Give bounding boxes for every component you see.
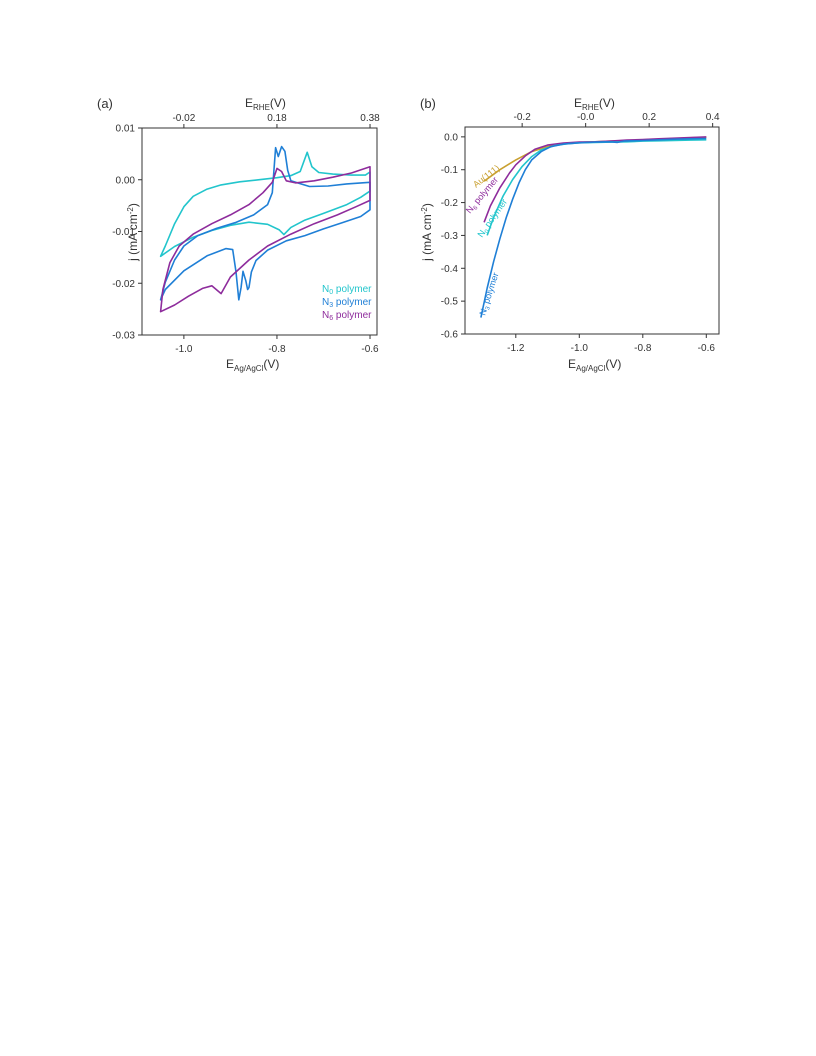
y-tick-label: -0.1 <box>441 165 459 176</box>
panel-a-y-axis-title: j (mA cm-2) <box>126 203 140 262</box>
y-tick-label: -0.3 <box>441 231 459 242</box>
x-tick-label: -0.6 <box>361 344 379 355</box>
panel-b-y-axis-title: j (mA cm-2) <box>420 203 434 262</box>
y-tick-label: -0.6 <box>441 330 459 341</box>
series-n0-polymer <box>159 151 371 258</box>
panel-b-curves <box>480 136 707 318</box>
y-tick-label: -0.2 <box>441 198 459 209</box>
legend-entry-n6-polymer: N6 polymer <box>322 310 372 322</box>
panel-b-bottom-axis: -1.2 -1.0 -0.8 -0.6 <box>507 334 715 354</box>
series-n3-polymer <box>159 145 371 301</box>
y-tick-label: -0.4 <box>441 264 459 275</box>
y-tick-label: -0.02 <box>112 279 135 290</box>
panel-a-label: (a) <box>97 96 113 111</box>
panel-b-label: (b) <box>420 96 436 111</box>
y-tick-label: 0.00 <box>116 175 136 186</box>
x-tick-label: -0.8 <box>268 344 286 355</box>
panel-b-left-axis: 0.0 -0.1 -0.2 -0.3 -0.4 -0.5 -0.6 <box>441 132 465 341</box>
panel-a-bottom-axis: -1.0 -0.8 -0.6 <box>175 335 379 355</box>
x-tick-label: -0.6 <box>698 343 716 354</box>
x-tick-label: -1.0 <box>571 343 589 354</box>
x2-tick-label: 0.4 <box>706 112 720 123</box>
x2-tick-label: 0.2 <box>642 112 656 123</box>
panel-a-legend: N0 polymer N3 polymer N6 polymer <box>322 284 372 322</box>
y-tick-label: -0.03 <box>112 331 135 342</box>
x-tick-label: -1.2 <box>507 343 525 354</box>
panel-a-top-axis: -0.02 0.18 0.38 <box>172 113 380 128</box>
x2-tick-label: -0.2 <box>514 112 532 123</box>
y-tick-label: -0.5 <box>441 297 459 308</box>
legend-entry-n3-polymer: N3 polymer <box>322 297 372 309</box>
legend-entry-n0-polymer: N0 polymer <box>322 284 372 296</box>
x-tick-label: -1.0 <box>175 344 193 355</box>
series-n3-polymer <box>480 137 707 318</box>
panel-b-x-axis-title: EAg/AgCl(V) <box>568 357 621 373</box>
y-tick-label: 0.0 <box>444 132 458 143</box>
x2-tick-label: 0.18 <box>267 113 287 124</box>
y-tick-label: -0.01 <box>112 227 135 238</box>
series-n6-polymer <box>159 166 371 313</box>
panel-b-top-axis-title: ERHE(V) <box>574 96 615 112</box>
x-tick-label: -0.8 <box>634 343 652 354</box>
x2-tick-label: -0.02 <box>172 113 195 124</box>
panel-b-top-axis: -0.2 -0.0 0.2 0.4 <box>514 112 720 127</box>
panel-a-x-axis-title: EAg/AgCl(V) <box>226 357 279 373</box>
x2-tick-label: -0.0 <box>577 112 595 123</box>
panel-a-curves <box>159 145 371 313</box>
panel-b-plot-frame <box>464 126 720 335</box>
y-tick-label: 0.01 <box>116 124 136 135</box>
panel-a-left-axis: 0.01 0.00 -0.01 -0.02 -0.03 <box>112 124 142 342</box>
panel-a: (a) ERHE(V) -1.0 -0.8 -0.6 -0.02 0.18 0.38 0… <box>97 96 380 373</box>
x2-tick-label: 0.38 <box>360 113 380 124</box>
panel-a-top-axis-title: ERHE(V) <box>245 96 286 112</box>
series-n6-polymer <box>483 136 707 223</box>
